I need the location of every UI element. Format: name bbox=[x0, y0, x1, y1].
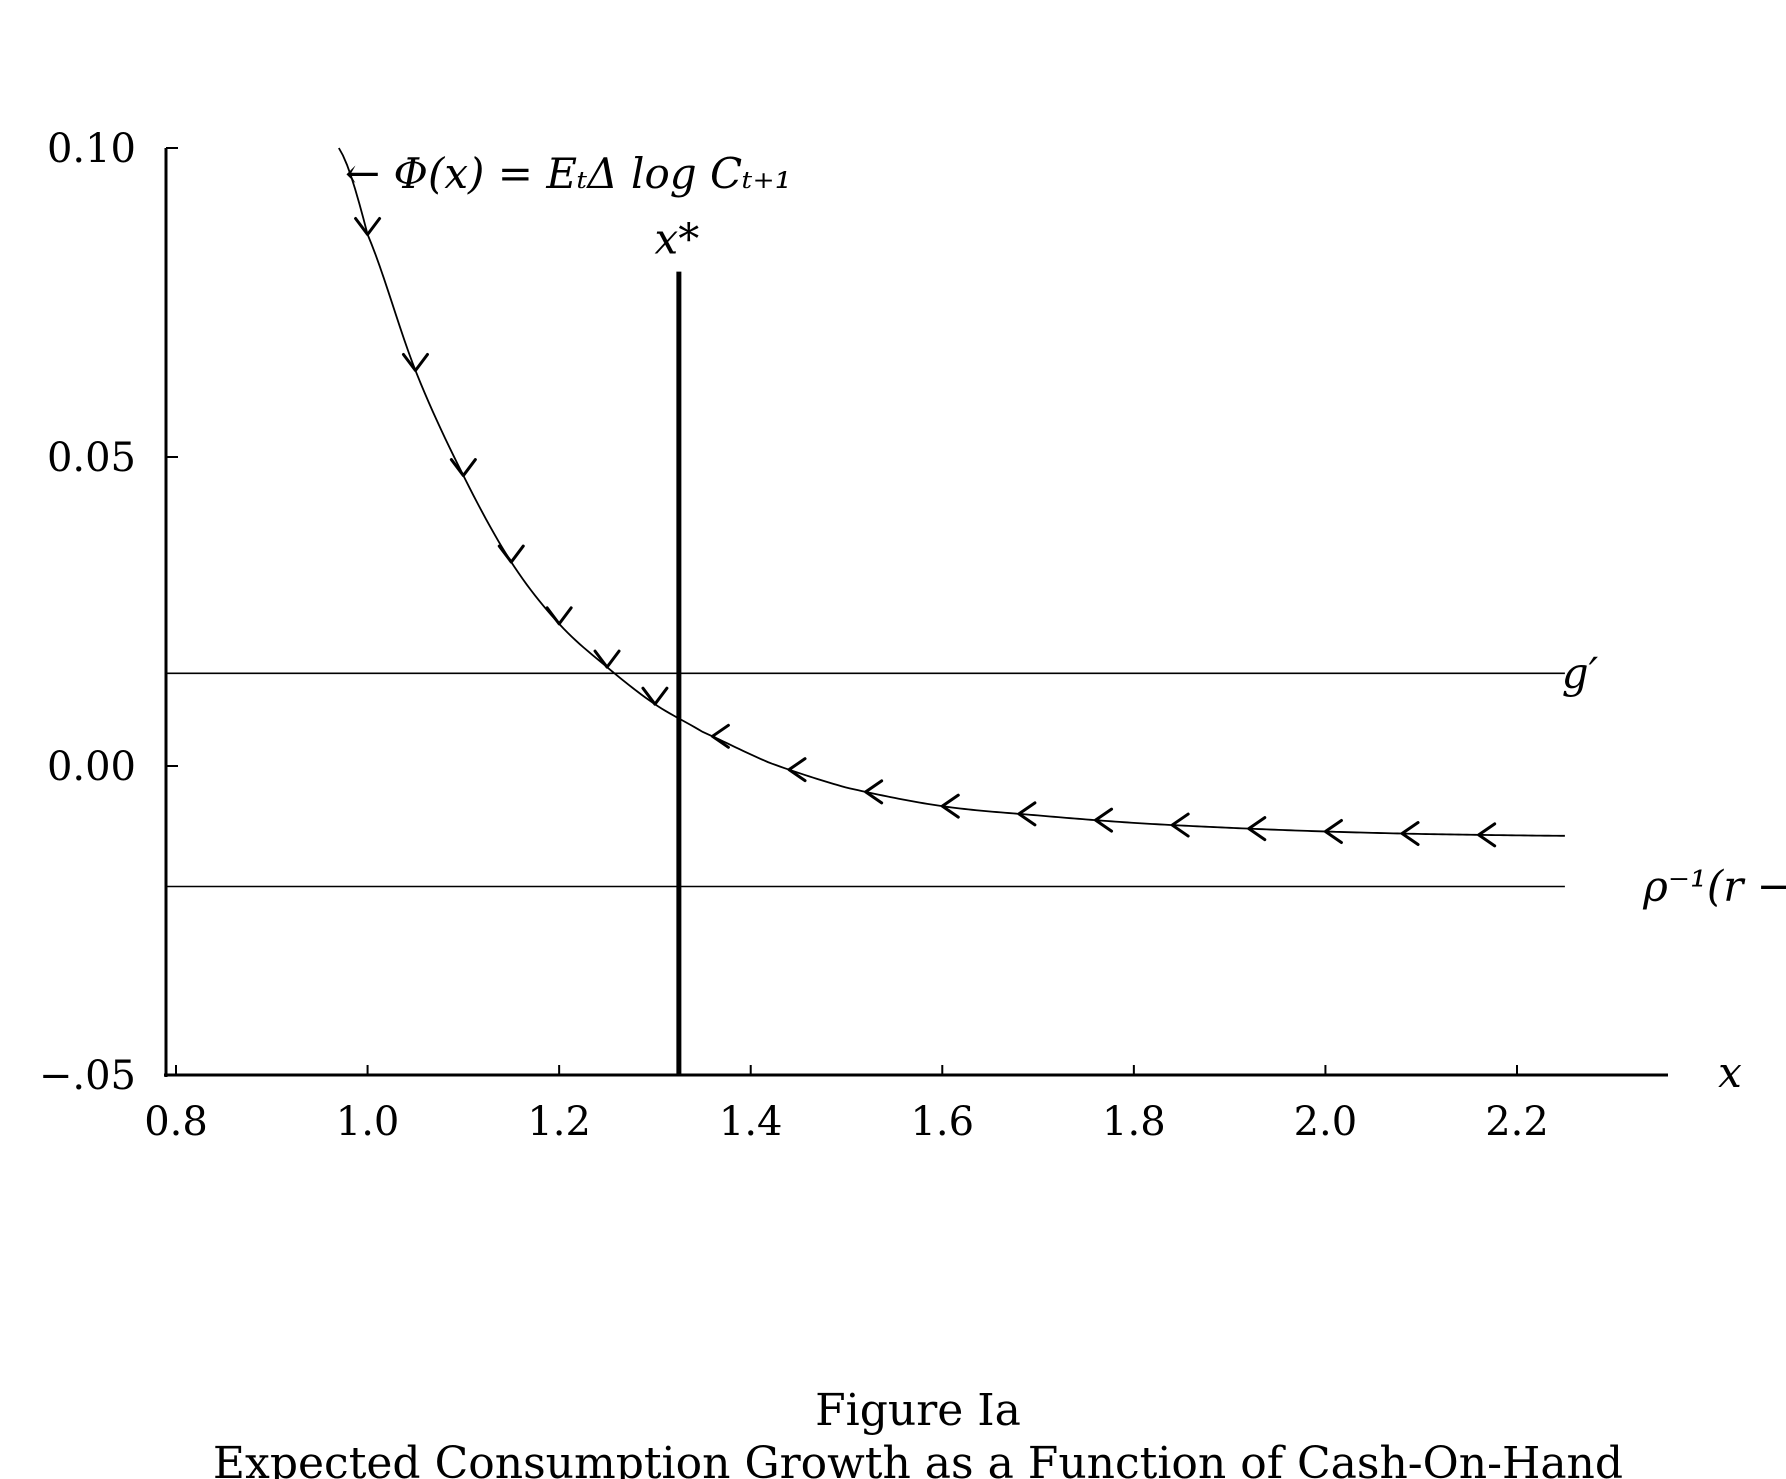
x-tick-label: 2.2 bbox=[1485, 1099, 1549, 1145]
horizontal-line-label: g′ bbox=[1562, 648, 1599, 697]
y-tick-label: −.05 bbox=[39, 1053, 136, 1099]
x-tick-label: 1.8 bbox=[1102, 1099, 1166, 1145]
phi-curve bbox=[338, 147, 1565, 837]
x-tick-label: 1.4 bbox=[719, 1099, 783, 1145]
curve-arrow bbox=[1247, 816, 1267, 842]
labels: x g′ ρ⁻¹(r − δ) x* ← Φ(x) = EₜΔ log Cₜ₊₁ Figu… bbox=[213, 149, 1786, 1479]
plot-lines bbox=[166, 147, 1565, 1075]
y-tick-label: 0.05 bbox=[47, 435, 136, 481]
curve-arrow bbox=[1017, 801, 1037, 827]
x-tick-label: 1.2 bbox=[527, 1099, 591, 1145]
curve-arrow bbox=[864, 779, 884, 805]
y-tick-label: 0.00 bbox=[47, 744, 136, 790]
figure-label: Figure Ia bbox=[815, 1385, 1021, 1436]
x-tick-label: 1.6 bbox=[910, 1099, 974, 1145]
curve-arrow bbox=[1477, 822, 1497, 848]
vertical-line-label: x* bbox=[655, 215, 700, 264]
curve-arrow bbox=[940, 793, 960, 819]
y-tick-label: 0.10 bbox=[47, 126, 136, 172]
x-axis-label: x bbox=[1718, 1048, 1742, 1097]
figure-subtitle: Expected Consumption Growth as a Functio… bbox=[213, 1438, 1623, 1479]
curve-arrow bbox=[545, 606, 573, 626]
curve-arrow bbox=[401, 352, 429, 372]
curve-arrow bbox=[710, 723, 730, 749]
x-tick-label: 2.0 bbox=[1294, 1099, 1358, 1145]
x-tick-label: 1.0 bbox=[336, 1099, 400, 1145]
axes: 0.8 1.0 1.2 1.4 1.6 1.8 2.0 2.2 −.05 0.00 0.05 0.10 bbox=[39, 126, 1668, 1145]
horizontal-line-label: ρ⁻¹(r − δ) bbox=[1642, 862, 1786, 911]
curve-arrow bbox=[449, 458, 477, 478]
curve-arrow bbox=[1400, 821, 1420, 847]
x-tick-label: 0.8 bbox=[144, 1099, 208, 1145]
series-label: ← Φ(x) = EₜΔ log Cₜ₊₁ bbox=[345, 149, 791, 198]
curve-arrow bbox=[1323, 819, 1343, 845]
curve-arrow bbox=[354, 217, 382, 237]
curve-arrow bbox=[641, 686, 669, 706]
curve-arrow bbox=[787, 757, 807, 783]
curve-arrow bbox=[1170, 812, 1190, 838]
curve-arrow bbox=[593, 649, 621, 669]
curve-arrow bbox=[497, 544, 525, 564]
curve-arrow bbox=[1094, 807, 1114, 833]
